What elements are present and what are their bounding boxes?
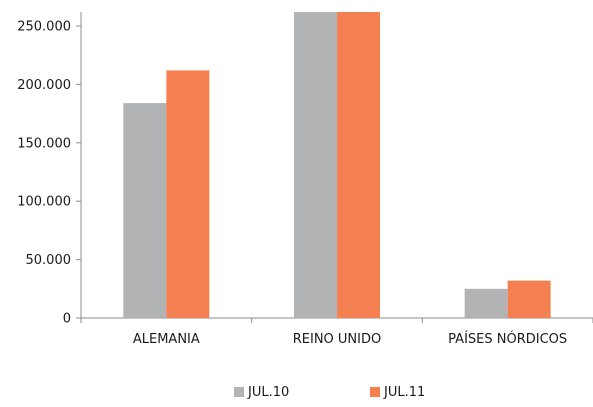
y-tick-label: 100.000 — [17, 195, 71, 210]
legend: JUL.10 JUL.11 — [234, 385, 425, 400]
bar-jul-11-0 — [166, 70, 210, 319]
legend-label: JUL.11 — [383, 385, 425, 400]
legend-swatch — [370, 387, 380, 397]
y-tick-label: 150.000 — [17, 136, 71, 151]
y-tick-label: 250.000 — [17, 20, 71, 35]
y-tick-label: 50.000 — [26, 253, 72, 268]
bar-jul-11-1 — [337, 12, 380, 318]
x-tick-label: PAÍSES NÓRDICOS — [448, 331, 567, 347]
bar-jul-11-2 — [507, 280, 551, 318]
bar-jul-10-0 — [123, 103, 167, 318]
bars — [123, 12, 551, 319]
y-tick-label: 200.000 — [17, 78, 71, 93]
x-tick-label: REINO UNIDO — [293, 332, 382, 347]
x-tick-label: ALEMANIA — [133, 332, 200, 347]
y-tick-label: 0 — [63, 312, 71, 327]
legend-label: JUL.10 — [247, 385, 289, 400]
bar-jul-10-1 — [294, 12, 337, 318]
tick-labels: 0 50.000 100.000 150.000 200.000 250.000 ALEMA… — [17, 20, 567, 347]
legend-swatch — [234, 387, 244, 397]
bar-jul-10-2 — [464, 288, 508, 318]
